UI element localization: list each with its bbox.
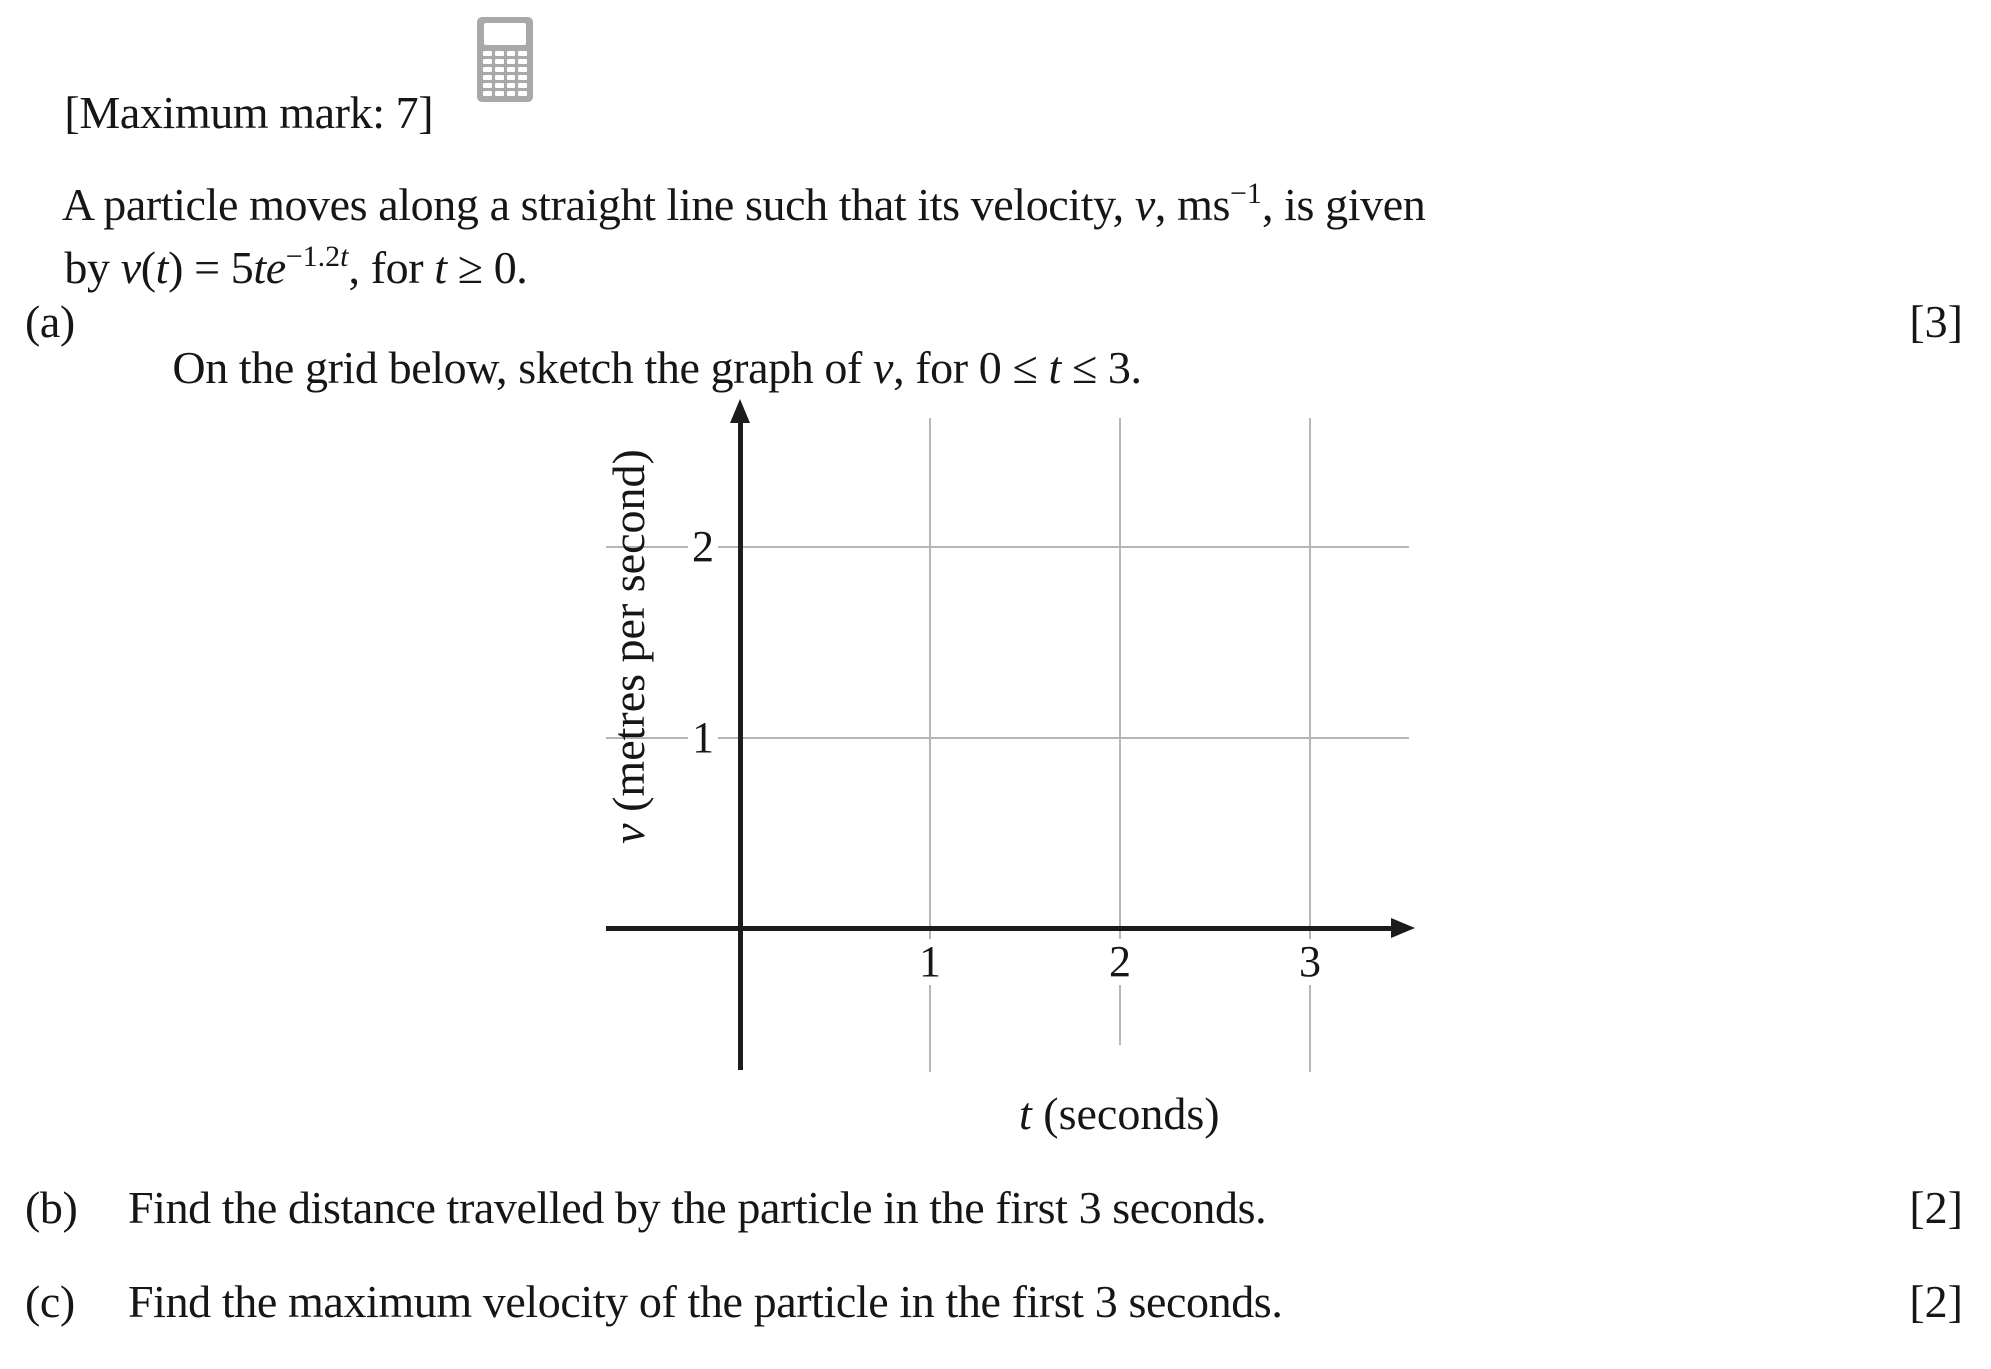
- gridline-v2: [606, 546, 1409, 548]
- part-b-mark: [2]: [1909, 1182, 1963, 1233]
- part-b-label: (b): [25, 1182, 78, 1233]
- gridline-t2: [1119, 418, 1121, 1072]
- gridline-v1: [606, 737, 1409, 739]
- text-segment: −1.2: [285, 240, 341, 273]
- calculator-keys: [483, 51, 527, 96]
- math-var-t: t: [253, 242, 266, 293]
- calculator-key: [494, 51, 504, 56]
- text-segment: , ms: [1154, 179, 1231, 230]
- problem-line-2: by v(t) = 5te−1.2t, for t ≥ 0.: [20, 199, 527, 337]
- text-segment: ≥ 0.: [446, 242, 528, 293]
- superscript: −1: [1230, 177, 1262, 210]
- calculator-key: [518, 67, 527, 72]
- x-tick-label: 2: [1092, 939, 1148, 985]
- max-mark-label: [Maximum mark: 7]: [20, 44, 433, 182]
- y-axis-line: [738, 422, 743, 1070]
- math-var-t: t: [434, 242, 447, 293]
- part-a-mark: [3]: [1909, 296, 1963, 347]
- text-segment: ) = 5: [168, 242, 254, 293]
- calculator-key: [483, 75, 492, 80]
- calculator-key: [506, 67, 516, 72]
- calculator-key: [518, 83, 527, 88]
- math-var-v: v: [1134, 179, 1155, 230]
- calculator-screen: [484, 23, 526, 45]
- calculator-key: [494, 75, 504, 80]
- calculator-key: [494, 59, 504, 64]
- calculator-key: [483, 59, 492, 64]
- calculator-key: [483, 83, 492, 88]
- math-var-t: t: [1048, 342, 1061, 393]
- text-segment: A particle moves along a straight line s…: [61, 179, 1135, 230]
- gridline-t3: [1309, 418, 1311, 1072]
- calculator-key: [483, 91, 492, 96]
- calculator-key: [518, 51, 527, 56]
- text-segment: , for 0 ≤: [893, 342, 1049, 393]
- calculator-icon: [477, 17, 533, 102]
- calculator-key: [483, 67, 492, 72]
- text-segment: , for: [348, 242, 435, 293]
- calculator-key: [506, 83, 516, 88]
- calculator-key: [506, 75, 516, 80]
- math-var-t: t: [155, 242, 169, 293]
- calculator-key: [483, 51, 492, 56]
- math-var-v: v: [603, 823, 654, 844]
- y-tick-label: 1: [688, 715, 718, 761]
- calculator-key: [494, 83, 504, 88]
- math-var-t: t: [340, 240, 349, 273]
- superscript: −1.2t: [286, 240, 349, 273]
- x-axis-line: [606, 926, 1392, 931]
- math-var-v: v: [873, 342, 894, 393]
- text-segment: by: [64, 242, 121, 293]
- math-var-v: v: [120, 242, 141, 293]
- part-c-text: Find the maximum velocity of the particl…: [128, 1276, 1283, 1327]
- part-a-label: (a): [25, 296, 75, 347]
- math-var-t: t: [1019, 1088, 1032, 1139]
- math-var-e: e: [265, 242, 286, 293]
- problem-line-1: A particle moves along a straight line s…: [20, 136, 1426, 274]
- calculator-key: [518, 59, 527, 64]
- calculator-key: [494, 67, 504, 72]
- calculator-key: [506, 51, 516, 56]
- x-axis-label: t (seconds): [950, 1045, 1220, 1183]
- calculator-key: [518, 91, 527, 96]
- x-tick-label: 3: [1282, 939, 1338, 985]
- text-segment: , is given: [1261, 179, 1426, 230]
- x-axis-arrowhead-icon: [1391, 918, 1415, 938]
- y-axis-label: v (metres per second): [560, 448, 654, 914]
- calculator-key: [518, 75, 527, 80]
- calculator-key: [494, 91, 504, 96]
- text-segment: [Maximum mark: 7]: [64, 87, 434, 138]
- calculator-key: [506, 59, 516, 64]
- x-tick-label: 1: [902, 939, 958, 985]
- part-a-text: On the grid below, sketch the graph of v…: [128, 299, 1142, 437]
- y-tick-label: 2: [688, 524, 718, 570]
- part-b-text: Find the distance travelled by the parti…: [128, 1182, 1267, 1233]
- part-c-label: (c): [25, 1276, 75, 1327]
- calculator-key: [506, 91, 516, 96]
- text-segment: (: [140, 242, 156, 293]
- gridline-t1: [929, 418, 931, 1072]
- y-axis-arrowhead-icon: [730, 399, 750, 423]
- text-segment: (seconds): [1031, 1088, 1220, 1139]
- part-c-mark: [2]: [1909, 1276, 1963, 1327]
- text-segment: On the grid below, sketch the graph of: [172, 342, 874, 393]
- text-segment: ≤ 3.: [1060, 342, 1142, 393]
- text-segment: (metres per second): [603, 449, 654, 824]
